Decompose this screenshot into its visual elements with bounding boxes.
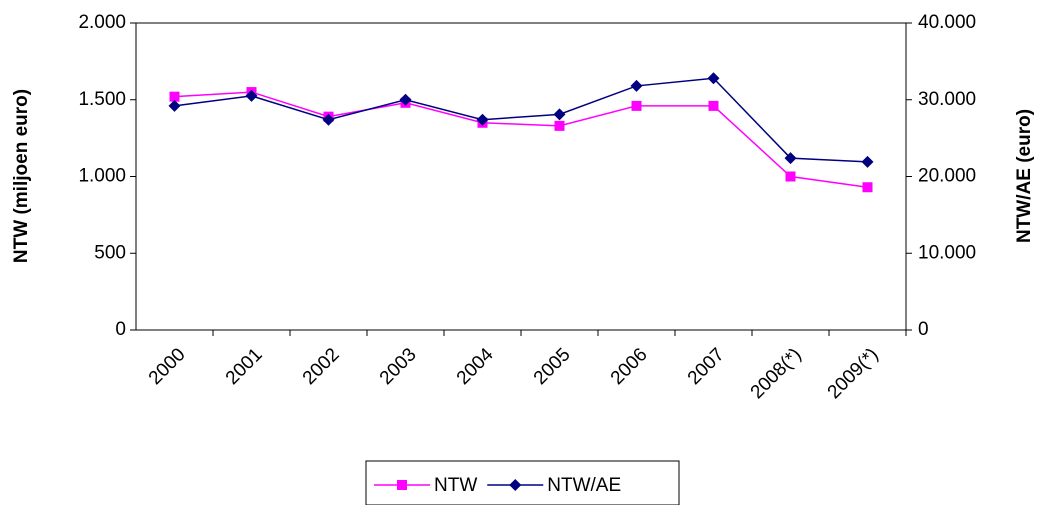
marker — [509, 479, 522, 491]
x-tick-label: 2006 — [607, 344, 652, 389]
x-tick-label: 2005 — [530, 344, 575, 389]
marker — [476, 113, 489, 126]
marker — [785, 171, 796, 182]
y-axis-title: NTW (miljoen euro) — [11, 89, 32, 263]
marker — [631, 100, 642, 111]
legend-label: NTW/AE — [547, 475, 621, 496]
legend-box — [365, 460, 680, 505]
y-tick-label: 500 — [94, 242, 126, 263]
marker — [169, 91, 180, 102]
marker — [397, 480, 407, 490]
marker — [553, 108, 566, 121]
marker — [322, 113, 335, 126]
y-tick-label: 1.500 — [78, 89, 126, 110]
marker — [245, 89, 258, 102]
marker — [861, 155, 874, 168]
y-tick-label: 2.000 — [78, 12, 126, 33]
marker — [399, 93, 412, 106]
y2-tick-label: 0 — [918, 319, 929, 340]
legend-label: NTW — [434, 475, 477, 496]
marker — [784, 152, 797, 165]
x-tick-label: 2002 — [299, 344, 344, 389]
marker — [707, 72, 720, 85]
x-tick-label: 2000 — [145, 344, 190, 389]
marker — [168, 99, 181, 112]
x-tick-label: 2009(*) — [824, 344, 883, 403]
y2-tick-label: 40.000 — [918, 12, 976, 33]
series-line — [174, 91, 868, 188]
y2-tick-label: 10.000 — [918, 242, 976, 263]
y-tick-label: 0 — [115, 319, 126, 340]
y2-tick-label: 30.000 — [918, 89, 976, 110]
x-tick-label: 2004 — [453, 344, 498, 389]
x-tick-label: 2008(*) — [747, 344, 806, 403]
x-tick-label: 2003 — [376, 344, 421, 389]
x-tick-label: 2007 — [684, 344, 729, 389]
marker — [862, 182, 873, 193]
marker — [554, 120, 565, 131]
marker — [708, 100, 719, 111]
x-tick-label: 2001 — [222, 344, 267, 389]
marker — [630, 79, 643, 92]
y-tick-label: 1.000 — [78, 166, 126, 187]
y2-tick-label: 20.000 — [918, 166, 976, 187]
y2-axis-title: NTW/AE (euro) — [1014, 109, 1035, 243]
series-line — [174, 77, 868, 163]
